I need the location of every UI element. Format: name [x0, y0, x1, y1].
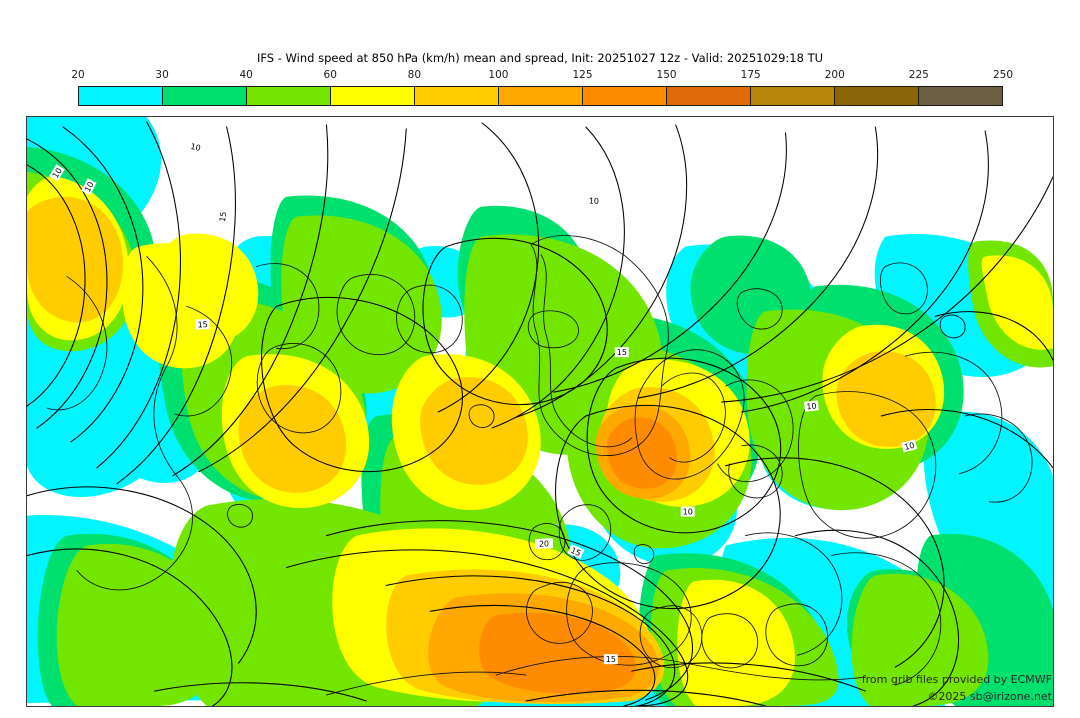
coastlines [46, 235, 1033, 696]
contour-label-15e: 15 [606, 655, 616, 664]
contour-label-10d: 10 [589, 197, 599, 206]
colorbar-segment-0 [79, 87, 163, 105]
colorbar-segment-10 [919, 87, 1002, 105]
contour-label-10c: 10 [190, 142, 202, 153]
contour-label-15b: 15 [218, 211, 228, 222]
colorbar-tick-3: 60 [323, 69, 337, 81]
colorbar [78, 86, 1003, 106]
colorbar-segment-6 [583, 87, 667, 105]
contour-label-10a: 10 [83, 180, 96, 193]
colorbar-tick-6: 125 [572, 69, 593, 81]
colorbar-tick-10: 225 [908, 69, 929, 81]
colorbar-tick-11: 250 [992, 69, 1014, 81]
colorbar-tick-2: 40 [239, 69, 253, 81]
colorbar-tick-5: 100 [488, 69, 509, 81]
contour-label-10g: 10 [903, 441, 915, 452]
colorbar-segment-4 [415, 87, 499, 105]
colorbar-tick-4: 80 [407, 69, 422, 81]
contour-label-10e: 10 [683, 508, 693, 517]
colorbar-segment-9 [835, 87, 919, 105]
spread-contours [27, 121, 1053, 706]
contour-label-10f: 10 [806, 402, 817, 412]
map-canvas: 10 10 10 15 15 [27, 117, 1053, 706]
colorbar-tick-0: 20 [71, 69, 85, 81]
colorbar-segment-3 [331, 87, 415, 105]
contour-labels: 10 10 10 15 15 [49, 140, 918, 664]
contour-label-15c: 15 [617, 348, 627, 357]
weather-map[interactable]: 10 10 10 15 15 [26, 116, 1054, 707]
colorbar-tick-9: 200 [824, 69, 845, 81]
colorbar-tick-labels: 20 30 40 60 80 100 125 150 175 200 225 2… [71, 69, 1013, 83]
colorbar-tick-8: 175 [740, 69, 761, 81]
page-title: IFS - Wind speed at 850 hPa (km/h) mean … [256, 51, 824, 65]
colorbar-segment-5 [499, 87, 583, 105]
attribution-copyright: ©2025 sb@irizone.net [927, 690, 1052, 703]
colorbar-tick-7: 150 [656, 69, 677, 81]
attribution-source: from grib files provided by ECMWF [861, 673, 1052, 686]
contour-label-20a: 20 [539, 539, 550, 549]
contour-label-15d: 15 [569, 546, 582, 558]
colorbar-tick-1: 30 [155, 69, 169, 81]
colorbar-segment-8 [751, 87, 835, 105]
colorbar-segment-1 [163, 87, 247, 105]
contour-label-15a: 15 [197, 320, 207, 329]
colorbar-segment-7 [667, 87, 751, 105]
wind-speed-shading [27, 117, 1053, 706]
colorbar-segment-2 [247, 87, 331, 105]
